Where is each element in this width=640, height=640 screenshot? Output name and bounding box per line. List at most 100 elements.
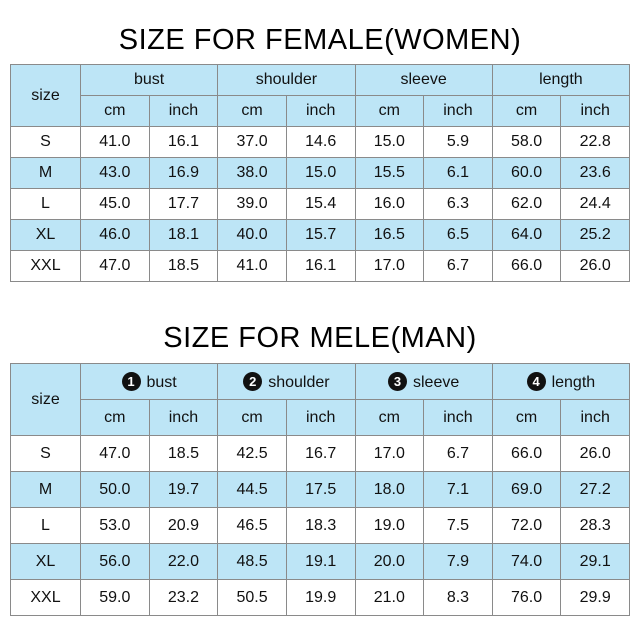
size-cell: S — [10, 126, 81, 158]
bust-header: 1 bust — [79, 363, 219, 400]
measurement-cell: 40.0 — [217, 219, 287, 251]
measurement-cell: 60.0 — [491, 157, 562, 189]
table-row: S 41.0 16.1 37.0 14.6 15.0 5.9 58.0 22.8 — [10, 126, 630, 158]
size-cell: XXL — [10, 579, 81, 616]
measurement-cell: 6.7 — [423, 250, 493, 282]
table-row: XL 56.0 22.0 48.5 19.1 20.0 7.9 74.0 29.1 — [10, 543, 630, 580]
unit-header: cm — [354, 399, 425, 436]
size-cell: M — [10, 157, 81, 189]
unit-row: cm inch cm inch cm inch cm inch — [11, 399, 630, 436]
unit-header: inch — [285, 95, 356, 127]
shoulder-label: shoulder — [268, 373, 330, 391]
table-row: M 50.0 19.7 44.5 17.5 18.0 7.1 69.0 27.2 — [10, 471, 630, 508]
measurement-cell: 42.5 — [217, 435, 287, 472]
measurement-cell: 6.1 — [423, 157, 493, 189]
unit-header: inch — [148, 95, 219, 127]
measurement-cell: 50.0 — [80, 471, 150, 508]
table-row: XXL 47.0 18.5 41.0 16.1 17.0 6.7 66.0 26.0 — [10, 250, 630, 282]
measurement-cell: 39.0 — [217, 188, 287, 220]
measurement-cell: 16.5 — [354, 219, 425, 251]
number-4-icon: 4 — [526, 371, 546, 391]
measurement-cell: 7.1 — [423, 471, 493, 508]
measurement-cell: 43.0 — [80, 157, 150, 189]
measurement-cell: 72.0 — [491, 507, 562, 544]
measurement-cell: 25.2 — [560, 219, 630, 251]
size-cell: M — [10, 471, 81, 508]
measurement-cell: 19.7 — [148, 471, 219, 508]
measurement-cell: 15.0 — [354, 126, 425, 158]
measurement-cell: 76.0 — [491, 579, 562, 616]
measurement-cell: 24.4 — [560, 188, 630, 220]
women-size-table: size bust shoulder sleeve length cm inch… — [10, 64, 631, 282]
size-cell: XL — [10, 219, 81, 251]
measurement-cell: 45.0 — [80, 188, 150, 220]
measurement-cell: 46.5 — [217, 507, 287, 544]
bust-header: bust — [79, 64, 219, 96]
measurement-cell: 7.5 — [423, 507, 493, 544]
unit-header: cm — [491, 95, 562, 127]
measurement-cell: 8.3 — [423, 579, 493, 616]
header-row: size bust shoulder sleeve length — [10, 64, 631, 127]
measurement-cell: 19.0 — [354, 507, 425, 544]
measurement-cell: 16.1 — [285, 250, 356, 282]
measurement-cell: 26.0 — [560, 435, 630, 472]
measurement-cell: 18.0 — [354, 471, 425, 508]
measurement-cell: 15.7 — [285, 219, 356, 251]
number-3-icon: 3 — [388, 371, 407, 391]
unit-row: cm inch cm inch cm inch cm inch — [11, 95, 630, 127]
measurement-cell: 19.9 — [285, 579, 356, 616]
size-cell: XL — [10, 543, 81, 580]
sleeve-header: 3 sleeve — [354, 363, 493, 400]
number-1-icon: 1 — [121, 371, 141, 391]
unit-header: inch — [423, 95, 493, 127]
measurement-cell: 38.0 — [217, 157, 287, 189]
measurement-cell: 46.0 — [80, 219, 150, 251]
length-header: 4 length — [491, 363, 631, 400]
measurement-cell: 26.0 — [560, 250, 630, 282]
measurement-cell: 18.5 — [148, 250, 219, 282]
unit-header: cm — [80, 95, 150, 127]
measurement-cell: 15.4 — [285, 188, 356, 220]
shoulder-header: shoulder — [217, 64, 356, 96]
table-row: L 53.0 20.9 46.5 18.3 19.0 7.5 72.0 28.3 — [10, 507, 630, 544]
measurement-cell: 17.0 — [354, 250, 425, 282]
measurement-cell: 18.5 — [148, 435, 219, 472]
measurement-cell: 20.0 — [354, 543, 425, 580]
measurement-cell: 62.0 — [491, 188, 562, 220]
measurement-cell: 6.7 — [423, 435, 493, 472]
unit-header: inch — [148, 399, 219, 436]
measurement-cell: 41.0 — [217, 250, 287, 282]
unit-header: cm — [491, 399, 562, 436]
measurement-cell: 17.0 — [354, 435, 425, 472]
measurement-cell: 18.1 — [148, 219, 219, 251]
measurement-cell: 59.0 — [80, 579, 150, 616]
measurement-cell: 16.1 — [148, 126, 219, 158]
measurement-cell: 16.7 — [285, 435, 356, 472]
unit-header: inch — [560, 399, 630, 436]
table-row: L 45.0 17.7 39.0 15.4 16.0 6.3 62.0 24.4 — [10, 188, 630, 220]
measurement-cell: 7.9 — [423, 543, 493, 580]
measurement-cell: 21.0 — [354, 579, 425, 616]
size-header: size — [10, 363, 81, 436]
measurement-cell: 22.0 — [148, 543, 219, 580]
size-cell: XXL — [10, 250, 81, 282]
measurement-cell: 15.0 — [285, 157, 356, 189]
table-row: XL 46.0 18.1 40.0 15.7 16.5 6.5 64.0 25.2 — [10, 219, 630, 251]
number-2-icon: 2 — [243, 371, 263, 391]
unit-header: cm — [354, 95, 425, 127]
measurement-cell: 48.5 — [217, 543, 287, 580]
measurement-cell: 53.0 — [80, 507, 150, 544]
measurement-cell: 20.9 — [148, 507, 219, 544]
table-row: S 47.0 18.5 42.5 16.7 17.0 6.7 66.0 26.0 — [10, 435, 630, 472]
measurement-cell: 6.5 — [423, 219, 493, 251]
length-header: length — [491, 64, 631, 96]
measurement-cell: 66.0 — [491, 250, 562, 282]
measurement-cell: 19.1 — [285, 543, 356, 580]
measurement-cell: 69.0 — [491, 471, 562, 508]
length-label: length — [551, 373, 596, 391]
size-cell: L — [10, 507, 81, 544]
measurement-cell: 5.9 — [423, 126, 493, 158]
unit-header: inch — [285, 399, 356, 436]
measurement-cell: 27.2 — [560, 471, 630, 508]
women-size-title: SIZE FOR FEMALE(WOMEN) — [118, 24, 522, 56]
